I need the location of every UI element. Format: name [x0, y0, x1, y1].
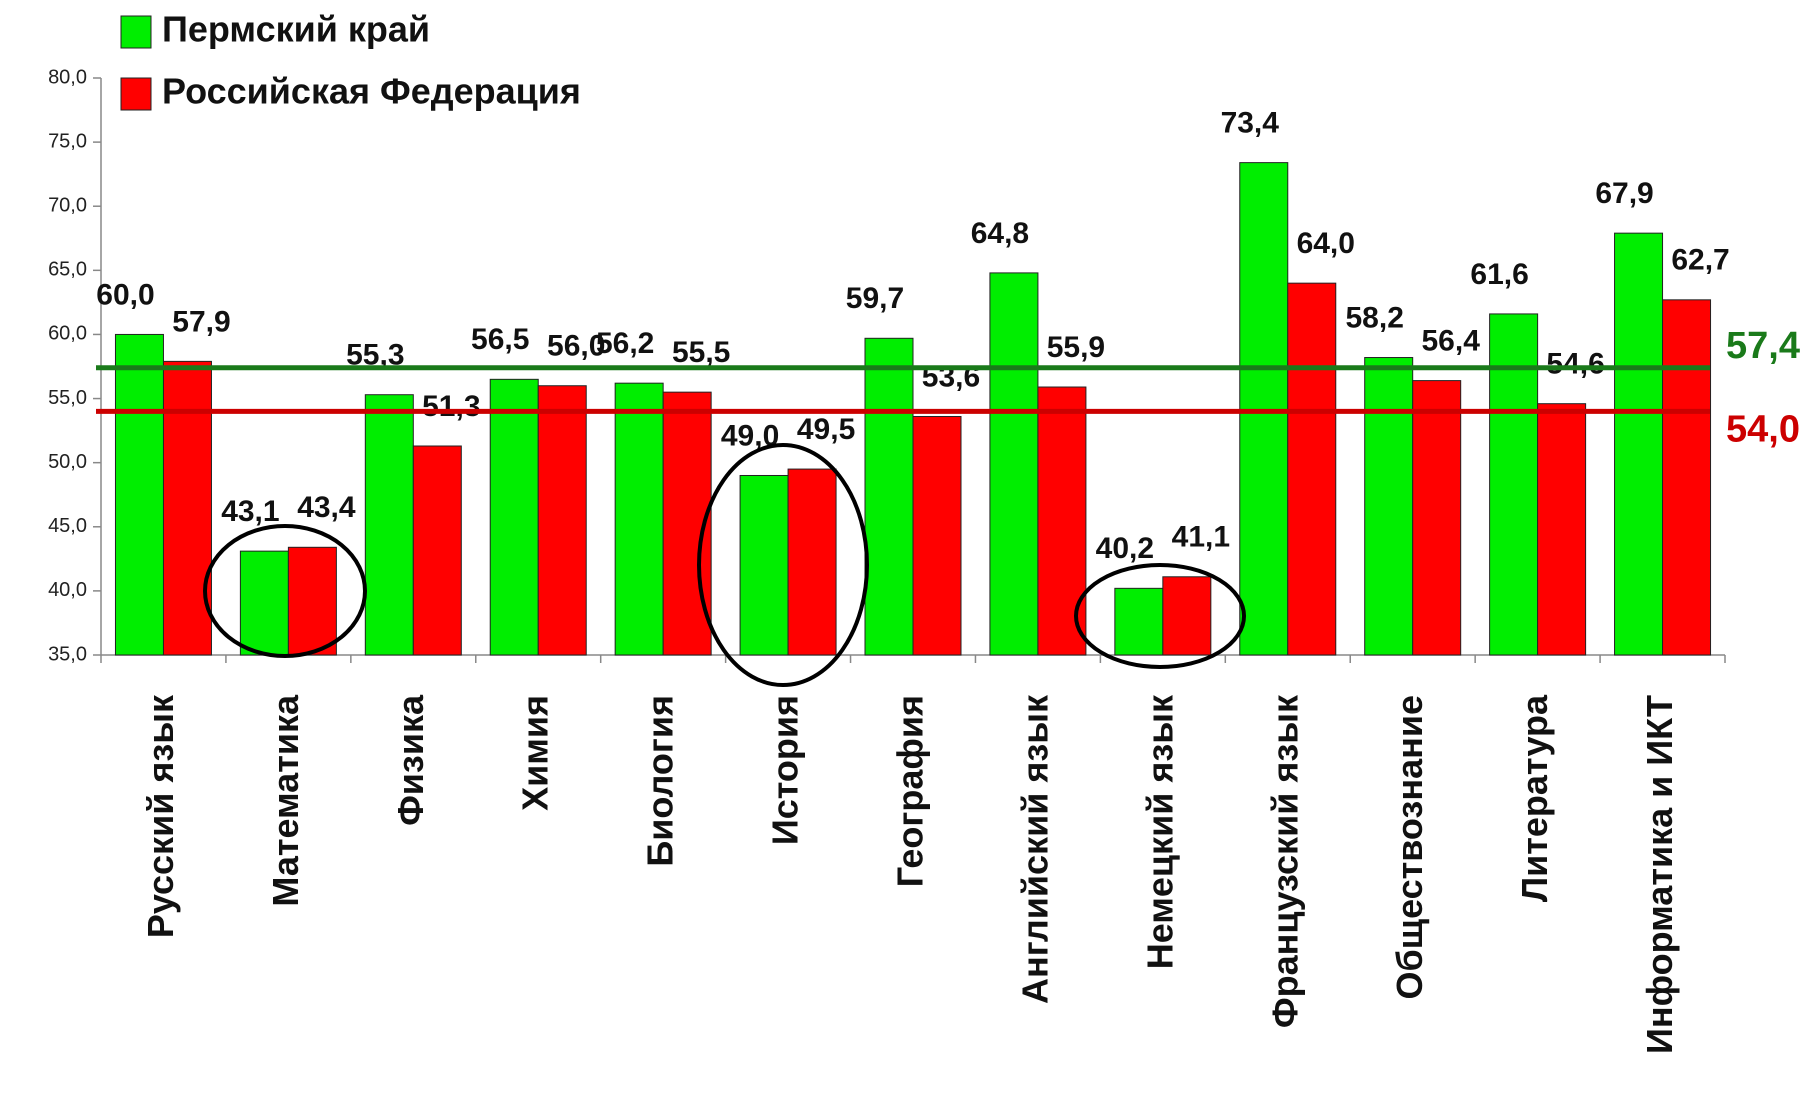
bar [864, 337, 914, 656]
x-tick-label: Французский язык [1264, 694, 1305, 1028]
legend-label: Российская Федерация [162, 71, 581, 112]
bar [912, 416, 962, 656]
value-label: 64,8 [971, 217, 1029, 250]
bar [114, 333, 164, 656]
value-label: 61,6 [1470, 258, 1528, 291]
bar [1162, 576, 1212, 656]
x-tick-label: Химия [515, 695, 556, 811]
highlight-ellipses [203, 443, 1246, 687]
bar [489, 378, 539, 656]
value-label: 55,9 [1047, 331, 1105, 364]
x-tick-label: Физика [390, 694, 431, 826]
y-tick-label: 40,0 [48, 579, 87, 601]
y-tick-label: 60,0 [48, 323, 87, 345]
x-tick-label: Литература [1514, 694, 1555, 902]
value-label: 56,2 [596, 327, 654, 360]
value-label: 58,2 [1345, 301, 1403, 334]
y-tick-label: 75,0 [48, 130, 87, 152]
value-label: 49,5 [797, 413, 855, 446]
value-label: 55,5 [672, 336, 730, 369]
x-tick-label: Биология [640, 695, 681, 867]
bar [614, 382, 664, 656]
value-label: 56,5 [471, 323, 529, 356]
bar [1037, 386, 1087, 656]
value-label: 56,4 [1421, 325, 1480, 358]
value-label: 43,4 [297, 491, 356, 524]
x-tick-label: История [765, 695, 806, 845]
y-tick-label: 70,0 [48, 195, 87, 217]
value-label: 60,0 [96, 278, 154, 311]
ellipse [1074, 563, 1246, 669]
bar [1537, 403, 1587, 656]
ellipse [697, 443, 869, 687]
bar [1239, 162, 1289, 656]
bar [739, 474, 789, 656]
value-label: 59,7 [846, 282, 904, 315]
value-label: 41,1 [1172, 521, 1230, 554]
x-tick-label: Русский язык [140, 694, 181, 938]
y-tick-label: 55,0 [48, 387, 87, 409]
value-label: 64,0 [1297, 227, 1355, 260]
value-label: 51,3 [422, 390, 480, 423]
x-tick-label: Информатика и ИКТ [1639, 695, 1680, 1054]
value-label: 73,4 [1221, 107, 1280, 140]
x-tick-label: Обществознание [1389, 695, 1430, 1000]
y-tick-label: 35,0 [48, 643, 87, 665]
x-tick-label: География [890, 695, 931, 887]
plot: 35,0 40,0 45,0 50,0 55,0 60,0 65,0 70,0 75,0 80,0… [48, 66, 1730, 1054]
y-tick-label: 50,0 [48, 451, 87, 473]
bar [1662, 299, 1712, 656]
value-label: 67,9 [1595, 177, 1653, 210]
ellipse [203, 524, 367, 658]
bar [1489, 313, 1539, 656]
reference-label: 57,4 [1726, 325, 1800, 367]
y-tick-label: 65,0 [48, 259, 87, 281]
bar [537, 385, 587, 656]
value-label: 62,7 [1671, 244, 1729, 277]
bar [1287, 282, 1337, 656]
legend-swatch [120, 77, 152, 111]
legend-swatch [120, 15, 152, 49]
bar [989, 272, 1039, 656]
value-label: 57,9 [172, 305, 230, 338]
reference-label: 54,0 [1726, 408, 1800, 450]
y-tick-label: 45,0 [48, 515, 87, 537]
bar [1614, 232, 1664, 656]
bar [1114, 587, 1164, 656]
bar [787, 468, 837, 656]
bar [287, 546, 337, 656]
bar [162, 360, 212, 656]
y-tick-label: 80,0 [48, 66, 87, 88]
bar [364, 394, 414, 656]
value-label: 40,2 [1096, 532, 1154, 565]
legend-label: Пермский край [162, 9, 430, 50]
value-label: 56,0 [547, 330, 605, 363]
bar [412, 445, 462, 656]
x-tick-label: Математика [265, 694, 306, 907]
bar [239, 550, 289, 656]
bar [1412, 380, 1462, 656]
bar [1364, 357, 1414, 656]
x-tick-label: Немецкий язык [1139, 694, 1180, 969]
x-tick-label: Английский язык [1014, 694, 1055, 1004]
value-label: 43,1 [221, 495, 279, 528]
value-label: 54,6 [1546, 348, 1604, 381]
